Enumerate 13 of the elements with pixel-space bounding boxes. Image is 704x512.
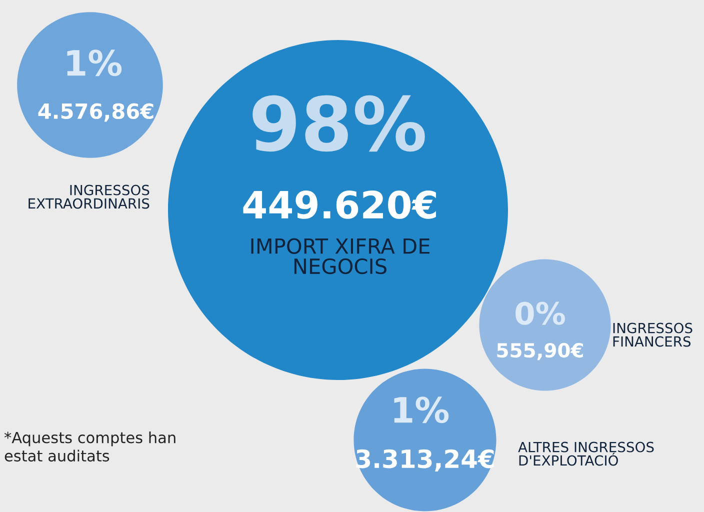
category-label: IMPORT XIFRA DE NEGOCIS (251, 238, 430, 274)
data-label: 0% (516, 302, 565, 325)
category-label: INGRESSOS FINANCERS (613, 322, 692, 347)
category-label: ALTRES INGRESSOS D'EXPLOTACIÓ (518, 442, 654, 466)
data-label: 449.620€ (243, 190, 436, 219)
text: *Aquests comptes han estat auditats (4, 431, 176, 462)
category-label: INGRESSOS EXTRAORDINARIS (28, 184, 150, 209)
data-label: 3.313,24€ (356, 449, 494, 472)
data-label: 4.576,86€ (38, 103, 154, 122)
data-label: 1% (67, 50, 122, 76)
data-label: 1% (394, 396, 449, 424)
data-label: 98% (252, 95, 425, 152)
data-label: 555,90€ (497, 342, 583, 360)
